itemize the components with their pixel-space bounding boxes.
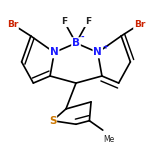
Text: +: + [102,44,108,50]
Text: F: F [85,17,91,26]
Text: -: - [81,33,85,42]
Text: N: N [93,47,102,57]
Text: S: S [49,116,56,126]
Text: Br: Br [134,20,145,29]
Text: N: N [50,47,59,57]
Text: B: B [72,38,80,48]
Text: Me: Me [103,135,114,144]
Text: Br: Br [7,20,18,29]
Text: F: F [61,17,67,26]
